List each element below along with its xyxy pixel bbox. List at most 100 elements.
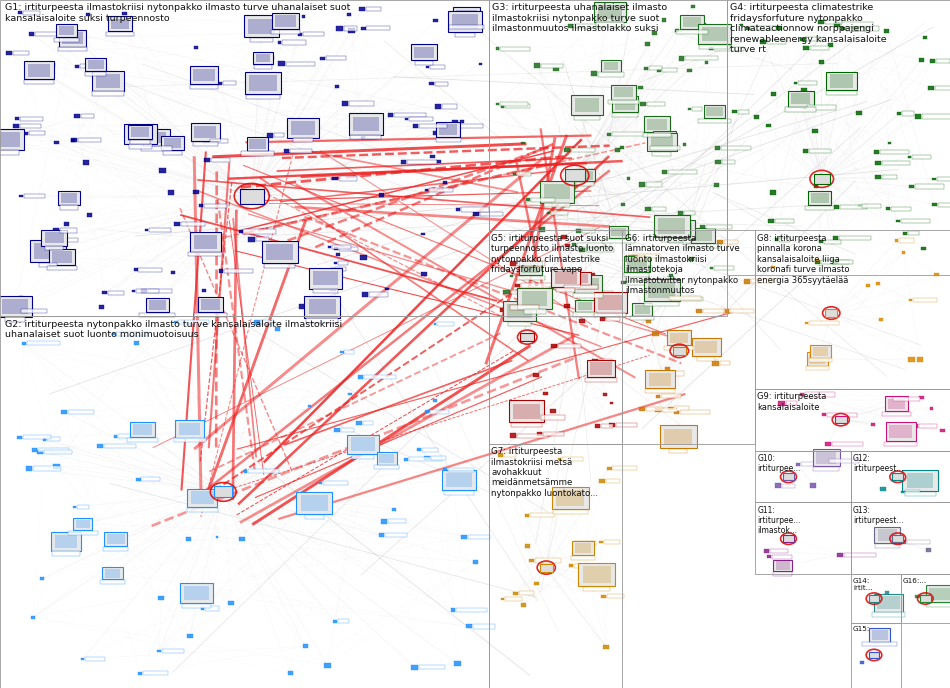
Bar [647,133,676,151]
Bar [580,248,585,252]
Bar [874,527,901,543]
Bar [678,211,683,215]
Bar [905,490,921,494]
Bar [722,160,735,164]
Bar [665,220,695,239]
Bar [807,366,828,370]
Bar [127,438,158,442]
Bar [871,630,887,640]
Bar [862,643,897,647]
Bar [435,105,442,109]
Bar [824,460,827,462]
Bar [588,169,594,173]
Text: G3: irtiturpeesta uhanalaiset ilmasto
ilmastokriisi nytonpakko turve suot
ilmast: G3: irtiturpeesta uhanalaiset ilmasto il… [492,3,667,33]
Bar [609,302,614,305]
Bar [707,107,723,116]
Bar [930,407,933,410]
Bar [244,15,279,37]
Bar [422,448,438,452]
Bar [282,41,306,45]
Bar [449,25,484,29]
Bar [83,160,89,164]
Bar [865,284,870,288]
Bar [187,488,218,507]
Bar [255,65,272,69]
Bar [194,312,227,316]
Bar [496,103,500,105]
Bar [63,32,83,44]
Bar [288,671,293,675]
Bar [70,140,75,142]
Bar [904,492,936,496]
Bar [24,132,28,135]
Bar [801,462,815,466]
Bar [860,26,879,30]
Bar [819,240,823,243]
Bar [129,144,152,149]
Bar [326,56,346,61]
Bar [112,333,115,336]
Bar [881,150,909,154]
Bar [565,169,584,182]
Bar [814,259,820,264]
Bar [814,185,818,188]
Bar [436,122,461,137]
Bar [556,288,575,292]
Bar [705,61,708,63]
Bar [609,226,628,238]
Bar [667,298,670,301]
Bar [430,455,446,460]
Bar [793,82,797,85]
Bar [868,595,880,602]
Bar [61,193,78,203]
Bar [670,239,692,244]
Bar [674,407,690,411]
Bar [689,257,694,261]
Bar [542,63,563,67]
Bar [534,63,541,68]
Bar [419,665,446,669]
Bar [535,283,539,286]
Bar [539,228,545,232]
Bar [124,124,157,144]
Bar [345,350,354,354]
Bar [750,279,772,283]
Bar [668,407,674,411]
Bar [621,281,626,284]
Bar [902,232,907,235]
Bar [915,184,944,189]
Bar [662,170,667,173]
Bar [853,26,859,31]
Bar [200,608,204,610]
Bar [366,135,376,139]
Bar [301,16,305,18]
Bar [897,112,901,115]
Bar [510,305,539,310]
Bar [915,594,920,599]
Bar [309,299,335,314]
Bar [778,401,785,405]
Bar [28,32,34,36]
Bar [615,98,635,110]
Bar [443,468,447,471]
Bar [100,580,124,584]
Bar [501,47,530,51]
Bar [58,191,80,205]
Bar [674,411,678,414]
Bar [204,158,210,162]
Bar [831,260,838,264]
Bar [647,102,665,106]
Bar [710,47,713,50]
Bar [190,85,218,89]
Bar [266,244,294,259]
Bar [607,594,624,599]
Bar [199,297,222,312]
Bar [565,244,570,248]
Bar [656,407,661,411]
Bar [374,465,399,469]
Bar [576,300,595,312]
Bar [674,29,678,32]
Bar [313,271,338,286]
Bar [473,625,495,629]
Bar [740,24,743,26]
